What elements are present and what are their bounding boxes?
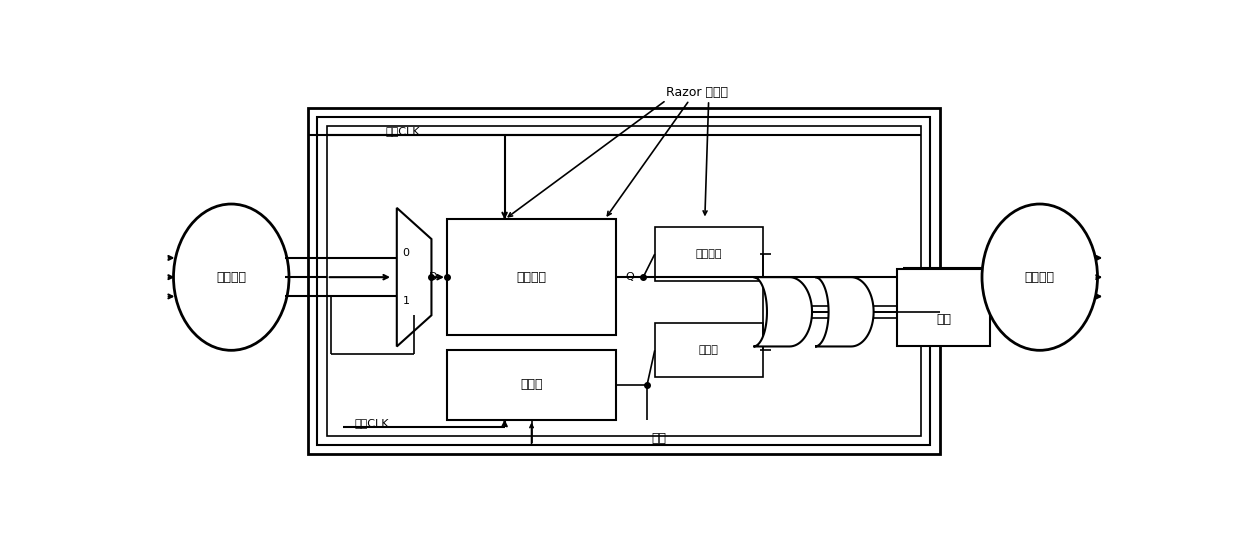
Polygon shape [815,277,874,347]
Text: 比较器: 比较器 [698,345,719,355]
Text: Q: Q [626,272,635,282]
Bar [446,219,616,335]
Text: 主触发器: 主触发器 [517,271,547,283]
Text: D: D [429,272,438,282]
Text: 变化检测: 变化检测 [696,249,722,259]
Text: 时钟CLK: 时钟CLK [386,126,420,136]
Text: 组合逻辑: 组合逻辑 [1024,271,1055,283]
Text: 0: 0 [403,248,409,258]
Bar [898,270,990,347]
Text: Razor 触发器: Razor 触发器 [666,86,728,99]
Bar [446,350,616,420]
Bar [326,126,921,436]
Polygon shape [397,208,432,347]
Text: 错误: 错误 [936,313,951,326]
Bar [655,227,763,281]
Text: 锁存器: 锁存器 [521,378,543,392]
Ellipse shape [174,204,289,350]
Ellipse shape [982,204,1097,350]
Text: 1: 1 [403,296,409,306]
Bar [309,108,940,454]
Text: 组合逻辑: 组合逻辑 [216,271,247,283]
Text: 恢复: 恢复 [651,432,666,445]
Text: 时钟CLK: 时钟CLK [355,418,389,429]
Polygon shape [754,277,812,347]
Bar [655,324,763,377]
Bar [317,117,930,445]
